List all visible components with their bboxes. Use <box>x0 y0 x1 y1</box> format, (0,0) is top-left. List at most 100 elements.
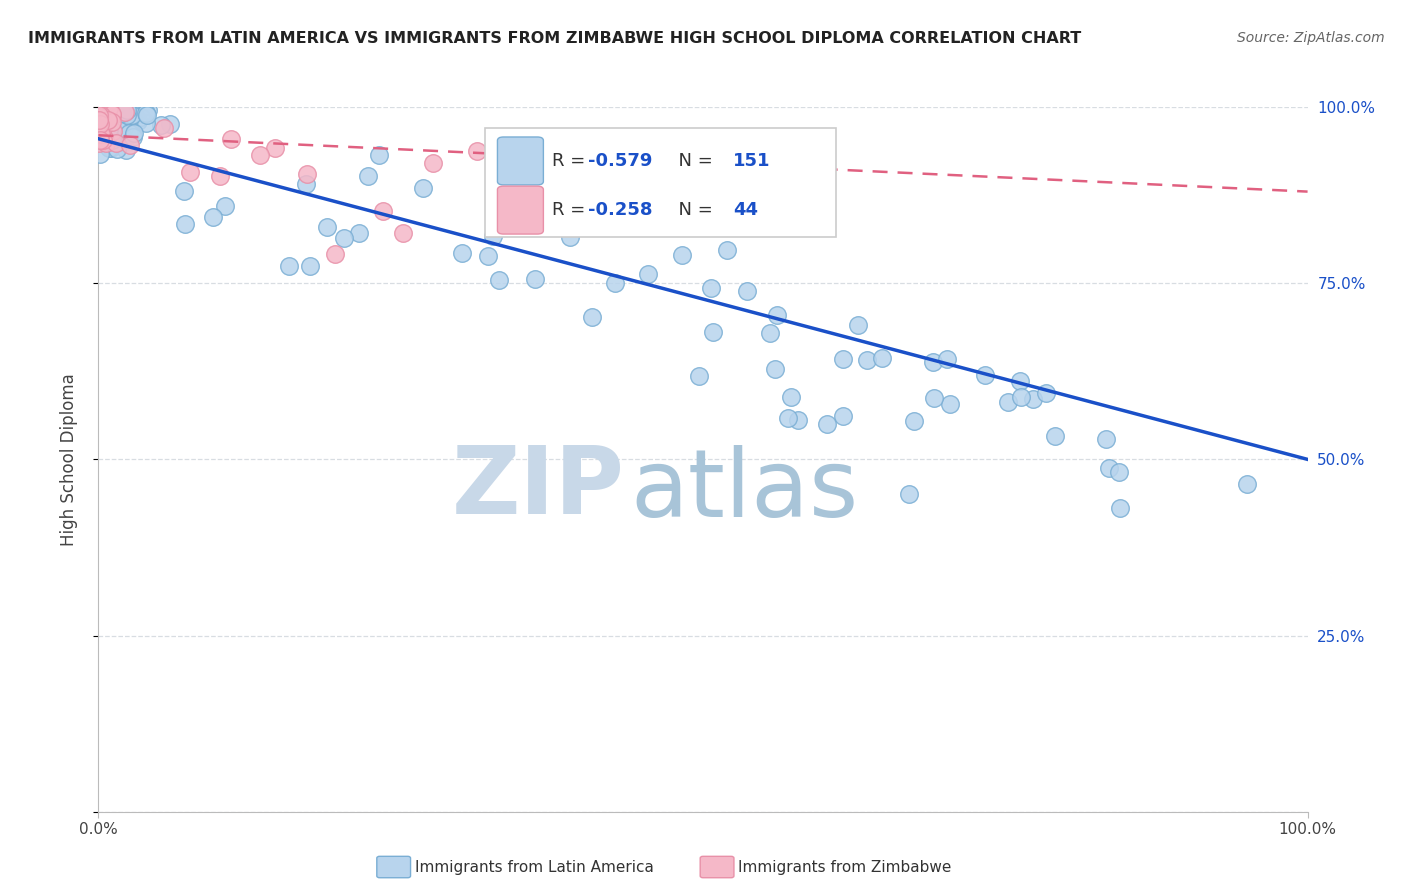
Point <box>173 184 195 198</box>
Point <box>90 127 112 141</box>
Point <box>135 106 157 120</box>
Text: -0.579: -0.579 <box>588 152 652 170</box>
Point <box>1095 432 1118 446</box>
Point <box>347 226 370 240</box>
Point <box>179 165 201 179</box>
Point <box>121 124 143 138</box>
Point <box>219 131 242 145</box>
Point <box>922 391 945 405</box>
Point <box>100 120 122 135</box>
Point <box>110 125 132 139</box>
Point <box>105 136 128 150</box>
Point <box>98 105 121 120</box>
Point <box>558 230 581 244</box>
Point <box>153 120 176 135</box>
Point <box>333 231 356 245</box>
Point <box>97 104 120 119</box>
Point <box>87 108 110 122</box>
Point <box>780 390 803 404</box>
Point <box>127 114 149 128</box>
Point <box>98 121 121 136</box>
Point <box>648 210 671 224</box>
Point <box>357 169 380 184</box>
Point <box>91 134 114 148</box>
Point <box>87 112 110 127</box>
Point <box>96 127 118 141</box>
Point <box>135 106 157 120</box>
Point <box>94 120 117 135</box>
Point <box>637 267 659 281</box>
Point <box>96 128 118 143</box>
Point <box>786 413 808 427</box>
Point <box>90 126 112 140</box>
Point <box>89 112 111 126</box>
Point <box>603 277 626 291</box>
Point <box>817 417 839 431</box>
Point <box>299 259 322 273</box>
Point <box>295 177 318 191</box>
Point <box>214 199 236 213</box>
Point <box>96 124 118 138</box>
Point <box>93 112 115 126</box>
Text: N =: N = <box>666 201 718 219</box>
Point <box>89 112 111 126</box>
Point <box>98 101 121 115</box>
Point <box>249 147 271 161</box>
Point <box>89 126 111 140</box>
Point <box>90 103 112 118</box>
Point <box>96 102 118 116</box>
Point <box>323 246 346 260</box>
Point <box>97 103 120 118</box>
Point <box>412 181 434 195</box>
Point <box>96 112 118 126</box>
Point <box>105 116 128 130</box>
Point <box>465 145 488 159</box>
Text: R =: R = <box>553 201 591 219</box>
Point <box>855 353 877 368</box>
Point <box>107 121 129 136</box>
Point <box>101 107 124 121</box>
Point <box>115 108 138 122</box>
Point <box>120 138 142 153</box>
Point <box>93 108 115 122</box>
Point <box>94 111 117 125</box>
Point <box>477 249 499 263</box>
Point <box>91 132 114 146</box>
Point <box>101 103 124 118</box>
Point <box>124 108 146 122</box>
Text: Immigrants from Zimbabwe: Immigrants from Zimbabwe <box>738 860 952 874</box>
Point <box>104 116 127 130</box>
Point <box>122 126 145 140</box>
Point <box>114 144 136 158</box>
Point <box>93 115 115 129</box>
Point <box>97 112 120 127</box>
Point <box>103 124 125 138</box>
Point <box>688 369 710 384</box>
Point <box>1010 374 1032 388</box>
Point <box>523 272 546 286</box>
Point <box>607 215 630 229</box>
Point <box>922 355 945 369</box>
Point <box>486 190 509 204</box>
Point <box>94 104 117 119</box>
Text: IMMIGRANTS FROM LATIN AMERICA VS IMMIGRANTS FROM ZIMBABWE HIGH SCHOOL DIPLOMA CO: IMMIGRANTS FROM LATIN AMERICA VS IMMIGRA… <box>28 31 1081 46</box>
Point <box>112 121 135 136</box>
Point <box>110 111 132 125</box>
Point <box>392 227 415 241</box>
Point <box>671 248 693 262</box>
Text: Immigrants from Latin America: Immigrants from Latin America <box>415 860 654 874</box>
Point <box>367 148 389 162</box>
Point <box>104 116 127 130</box>
Point <box>89 136 111 151</box>
Point <box>87 128 110 143</box>
Text: atlas: atlas <box>630 445 859 537</box>
Point <box>91 128 114 143</box>
Point <box>202 210 225 224</box>
Point <box>136 103 159 117</box>
Point <box>90 108 112 122</box>
Point <box>765 361 787 376</box>
Point <box>1010 390 1032 404</box>
Point <box>118 112 141 127</box>
Point <box>91 112 114 127</box>
Point <box>422 155 444 169</box>
